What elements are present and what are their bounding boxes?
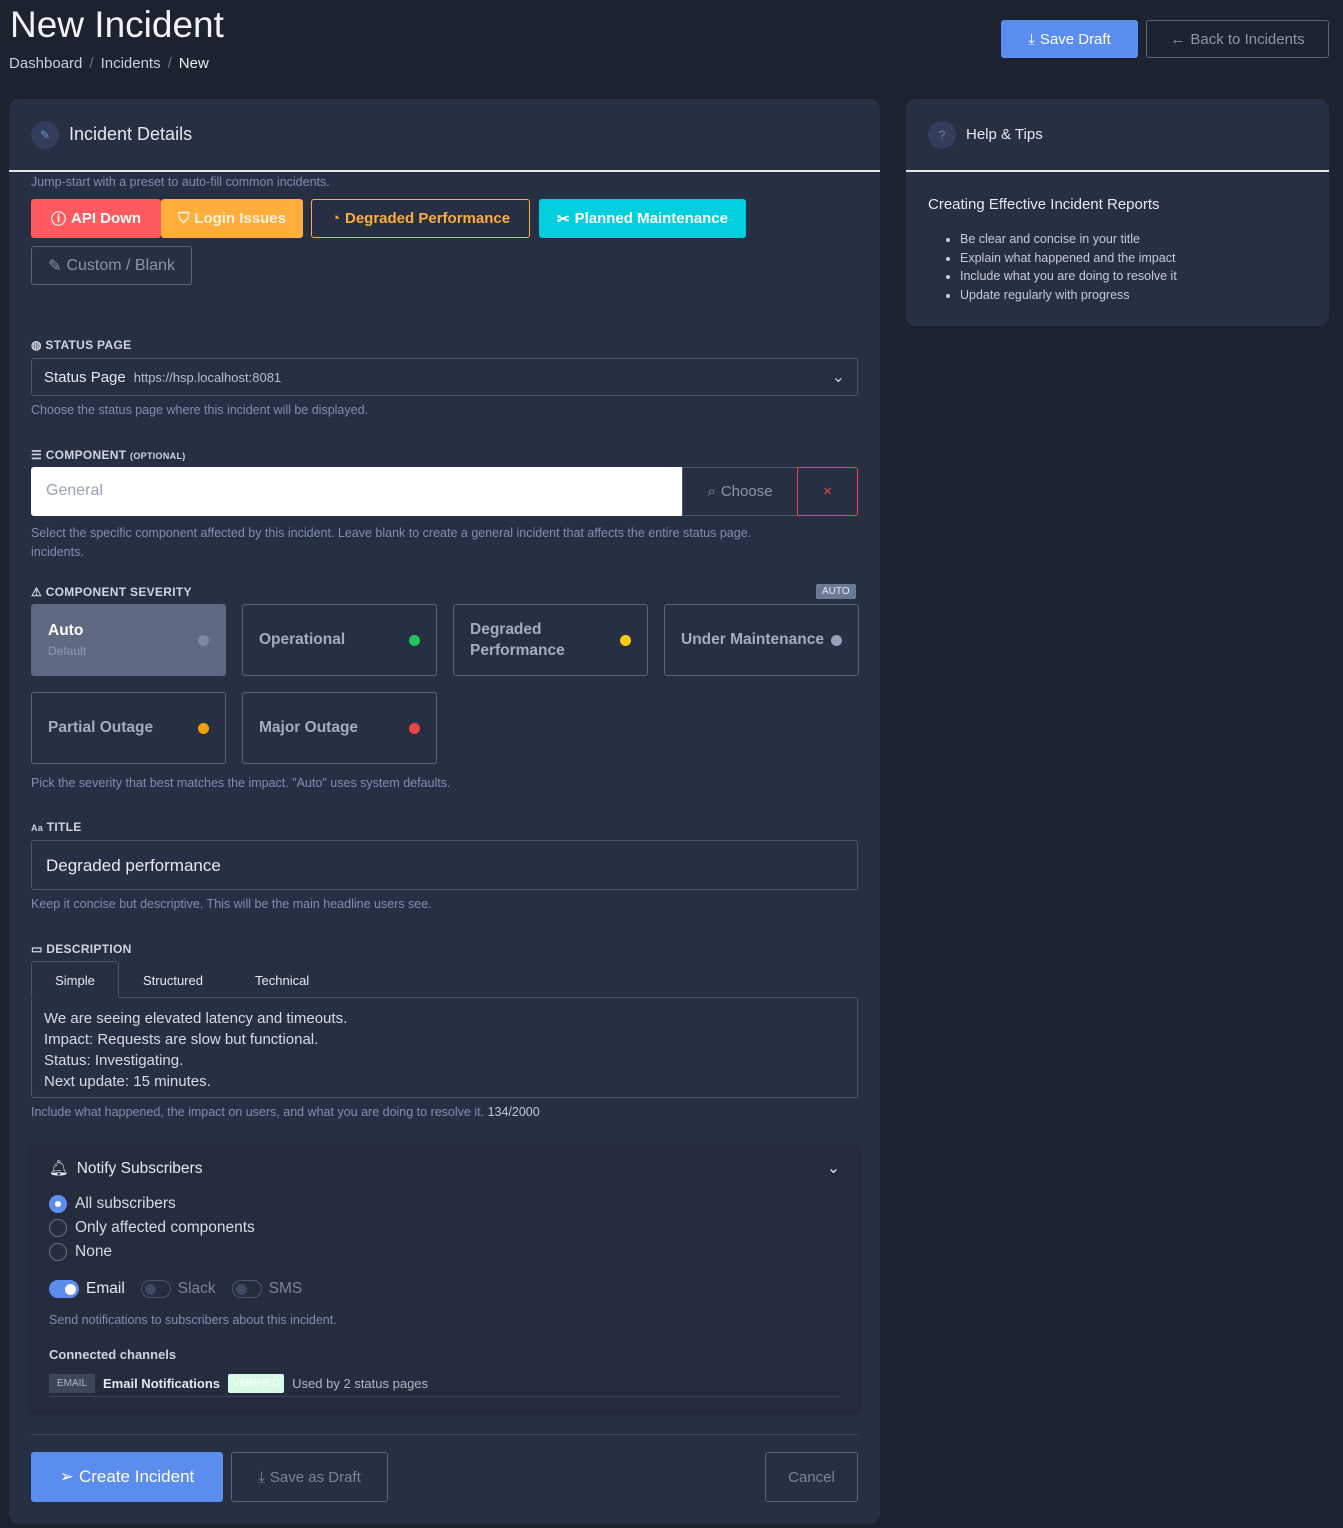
save-as-draft-button[interactable]: ⤓ Save as Draft [231, 1452, 388, 1502]
help-card: ? Help & Tips Creating Effective Incident… [906, 99, 1329, 326]
question-icon: ? [928, 120, 956, 149]
tools-icon: ✂ [557, 210, 570, 228]
char-count: 134/2000 [487, 1105, 540, 1119]
tab-simple[interactable]: Simple [31, 961, 119, 998]
arrow-left-icon: ← [1170, 30, 1186, 48]
connected-channel-row: EMAIL Email Notifications VERIFIED Used … [49, 1371, 840, 1397]
breadcrumb-dashboard[interactable]: Dashboard [9, 55, 83, 72]
tab-technical[interactable]: Technical [255, 973, 310, 988]
incident-details-card: ✎ Incident Details Jump-start with a pres… [9, 99, 880, 1524]
save-draft-button[interactable]: ⤓ Save Draft [1001, 20, 1138, 58]
shield-icon: ⛉ [178, 210, 190, 227]
severity-partial-outage[interactable]: Partial Outage [31, 692, 226, 764]
help-heading: Creating Effective Incident Reports [928, 196, 1160, 213]
status-page-select[interactable]: Status Page https://hsp.localhost:8081 ⌄ [31, 358, 858, 396]
gauge-icon: ◔ [330, 210, 340, 227]
create-incident-button[interactable]: ➢ Create Incident [31, 1452, 223, 1502]
send-icon: ➢ [59, 1467, 74, 1486]
preset-maintenance[interactable]: ✂ Planned Maintenance [539, 199, 746, 238]
severity-degraded[interactable]: Degraded Performance [453, 604, 648, 676]
severity-auto[interactable]: Auto Default [31, 604, 226, 676]
description-hint: Include what happened, the impact on use… [31, 1105, 540, 1119]
bell-icon: 🔔︎ [49, 1160, 69, 1177]
breadcrumb-incidents[interactable]: Incidents [100, 55, 161, 72]
auto-badge: AUTO [816, 584, 856, 599]
severity-major-outage[interactable]: Major Outage [242, 692, 437, 764]
preset-login-issues[interactable]: ⛉ Login Issues [161, 199, 303, 238]
preset-api-down[interactable]: ⓘ API Down [31, 199, 161, 238]
chevron-down-icon: ⌄ [827, 1160, 840, 1177]
title-label: Aa TITLE [31, 820, 82, 834]
alert-icon: ⓘ [50, 211, 66, 228]
severity-hint: Pick the severity that best matches the … [31, 776, 451, 790]
toggle-sms[interactable]: SMS [231, 1280, 302, 1298]
notify-panel: 🔔︎ Notify Subscribers ⌄ All subscribers On… [31, 1145, 858, 1411]
title-input[interactable]: Degraded performance [31, 840, 858, 890]
preset-custom[interactable]: ✎ Custom / Blank [31, 246, 192, 285]
toggle-slack[interactable]: Slack [140, 1280, 216, 1298]
cancel-button[interactable]: Cancel [765, 1452, 858, 1502]
preset-hint: Jump-start with a preset to auto-fill co… [31, 175, 330, 189]
pencil-icon: ✎ [31, 120, 59, 149]
back-button[interactable]: ← Back to Incidents [1146, 20, 1329, 58]
verified-badge: VERIFIED [228, 1374, 285, 1393]
download-icon: ⤓ [258, 1468, 265, 1486]
toggle-email[interactable]: Email [49, 1280, 125, 1298]
preset-degraded[interactable]: ◔ Degraded Performance [311, 199, 530, 238]
status-page-label: ◍ STATUS PAGE [31, 338, 132, 352]
severity-maintenance[interactable]: Under Maintenance [664, 604, 859, 676]
tips-list: Be clear and concise in your titleExplai… [960, 230, 1177, 305]
breadcrumb: Dashboard / Incidents / New [9, 55, 209, 72]
description-textarea[interactable]: We are seeing elevated latency and timeo… [31, 997, 858, 1098]
choose-component-button[interactable]: ⌕ Choose [682, 467, 798, 516]
radio-all[interactable]: All subscribers [49, 1195, 176, 1213]
component-hint: Select the specific component affected b… [31, 526, 752, 559]
page-title: New Incident [10, 4, 224, 45]
title-hint: Keep it concise but descriptive. This wi… [31, 897, 432, 911]
tab-structured[interactable]: Structured [143, 973, 203, 988]
download-icon: ⤓ [1028, 30, 1035, 48]
search-icon: ⌕ [707, 483, 716, 500]
severity-label: ⚠ COMPONENT SEVERITY [31, 585, 192, 599]
description-label: ▭ DESCRIPTION [31, 942, 132, 956]
status-page-hint: Choose the status page where this incide… [31, 403, 369, 417]
radio-affected[interactable]: Only affected components [49, 1219, 255, 1237]
connected-label: Connected channels [49, 1347, 177, 1362]
severity-operational[interactable]: Operational [242, 604, 437, 676]
breadcrumb-current: New [178, 55, 209, 72]
notify-hint: Send notifications to subscribers about … [49, 1313, 337, 1327]
component-input[interactable]: General [31, 467, 682, 516]
card-title: Incident Details [69, 124, 193, 144]
notify-header[interactable]: 🔔︎ Notify Subscribers ⌄ [49, 1159, 840, 1178]
clear-component-button[interactable]: × [797, 467, 858, 516]
radio-none[interactable]: None [49, 1243, 112, 1261]
component-label: ☰ COMPONENT (OPTIONAL) [31, 448, 186, 462]
chevron-down-icon: ⌄ [831, 369, 845, 386]
edit-icon: ✎ [48, 257, 62, 275]
